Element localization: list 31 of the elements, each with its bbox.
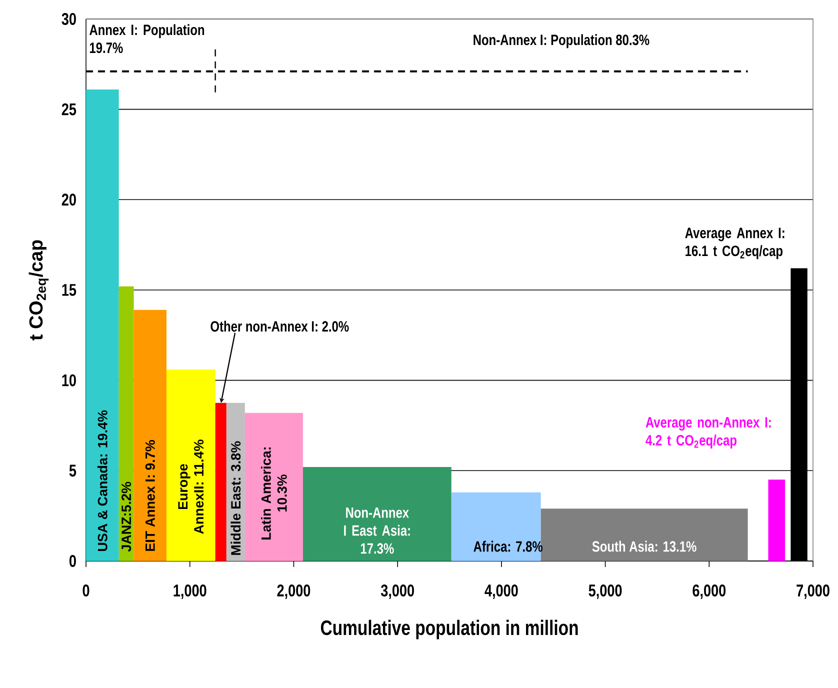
- annotation: Average Annex I: 16.1 t CO$_{2}$eq/cap: [685, 228, 784, 260]
- x-axis-title: Cumulative population in million: [320, 620, 578, 640]
- y-tick-label: 30: [62, 12, 76, 25]
- annotation: EIT Annex I: 9.7%: [145, 440, 155, 551]
- x-tick-label: 5,000: [588, 584, 622, 599]
- x-tick-label: 4,000: [484, 584, 518, 599]
- annotation: Average non-Annex I: 4.2 t CO$_{2}$eq/cap: [646, 417, 771, 448]
- annotation: Europe AnnexII: 11.4%: [178, 440, 204, 534]
- annotation: Other non-Annex I: 2.0%: [210, 320, 349, 332]
- y-tick-label: 20: [62, 194, 76, 206]
- annotation: Annex I: Population 19.7%: [90, 24, 204, 54]
- annotation: Non-Annex I East Asia: 17.3%: [344, 507, 410, 554]
- y-axis-title: t CO$_{2eq}$/cap: [28, 240, 49, 340]
- y-tick-label: 0: [69, 554, 76, 567]
- x-tick-label: 7,000: [796, 584, 830, 599]
- x-tick-label: 0: [82, 584, 90, 597]
- annotation: Africa: 7.8%: [474, 540, 543, 552]
- annotation: JANZ:5.2%: [122, 482, 132, 552]
- x-tick-label: 6,000: [692, 584, 726, 599]
- y-tick-label: 10: [62, 374, 76, 386]
- x-tick-label: 3,000: [380, 584, 414, 599]
- annotation: Middle East: 3.8%: [230, 441, 241, 555]
- annotation: USA & Canada: 19.4%: [97, 410, 108, 551]
- y-tick-label: 5: [69, 464, 76, 477]
- y-tick-label: 25: [62, 103, 76, 116]
- annotation: South Asia: 13.1%: [592, 540, 696, 552]
- annotation: Non-Annex I: Population 80.3%: [474, 34, 650, 48]
- annotation: Latin America: 10.3%: [261, 448, 287, 540]
- y-tick-label: 15: [62, 284, 76, 296]
- x-tick-label: 2,000: [277, 584, 310, 599]
- x-tick-label: 1,000: [174, 584, 206, 599]
